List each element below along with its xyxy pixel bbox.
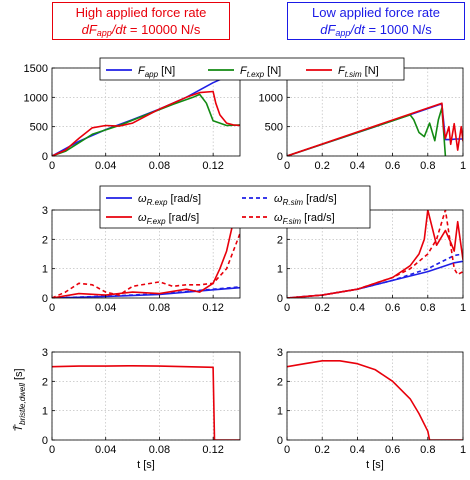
series-line [287,210,463,298]
plot-area [52,68,240,156]
x-tick-label: 0 [284,160,290,172]
x-tick-label: 0 [49,444,55,456]
legend-label: Fapp [N] [138,65,175,79]
x-axis-label: t [s] [366,459,384,471]
legend-label: Ft.exp [N] [240,65,281,79]
series-line [52,93,240,156]
y-tick-label: 2 [277,376,283,388]
x-tick-label: 0.4 [350,444,365,456]
x-tick-label: 1 [460,302,466,314]
axes-frame [286,351,464,441]
legend-label: ωF.sim [rad/s] [274,212,335,226]
x-tick-label: 0.4 [350,302,365,314]
x-tick-label: 0.12 [202,444,223,456]
y-tick-label: 1500 [24,63,48,75]
legend-label: Ft.sim [N] [338,65,379,79]
y-axis-label: T̄bristle,dwell [s] [12,368,27,431]
chart-dwell-high: 0 0.04 0.08 0.12 0 1 2 3 t [s] T̄bristle,dwell [s… [12,347,241,471]
x-tick-label: 0.08 [149,302,170,314]
x-tick-label: 0.8 [420,302,435,314]
series-line [52,210,240,298]
y-tick-label: 1 [42,264,48,276]
series-line [287,107,447,156]
x-tick-label: 0.6 [385,302,400,314]
y-tick-label: 2 [277,234,283,246]
legend-label: ωR.sim [rad/s] [274,193,337,207]
axes-frame [286,209,464,299]
series-line [287,102,463,156]
plot-area [287,352,463,440]
x-tick-label: 0 [284,302,290,314]
y-tick-label: 0 [42,435,48,447]
y-tick-label: 1000 [24,92,48,104]
x-tick-label: 0 [49,302,55,314]
y-tick-label: 0 [277,293,283,305]
y-tick-label: 1000 [259,92,283,104]
y-tick-label: 3 [42,347,48,359]
x-tick-label: 0.6 [385,160,400,172]
y-tick-label: 0 [277,435,283,447]
series-line [287,359,463,440]
series-line [52,233,240,298]
series-line [52,364,240,440]
legend-force: Fapp [N] Ft.exp [N] Ft.sim [N] [99,57,405,81]
x-tick-label: 0.4 [350,160,365,172]
x-axis-label: t [s] [137,459,155,471]
x-tick-label: 0.8 [420,160,435,172]
x-tick-label: 1 [460,444,466,456]
x-tick-label: 0.08 [149,160,170,172]
y-tick-label: 500 [265,122,283,134]
high-rate-header: High applied force rate dFapp/dt = 10000… [52,2,230,40]
x-tick-label: 0.2 [315,302,330,314]
y-tick-label: 1 [42,406,48,418]
y-tick-label: 0 [42,293,48,305]
high-rate-formula: dFapp/dt = 10000 N/s [81,22,201,38]
low-rate-header: Low applied force rate dFapp/dt = 1000 N… [287,2,465,40]
legend-omega: ωR.exp [rad/s] ωR.sim [rad/s] ωF.exp [rad/… [99,185,371,229]
x-tick-label: 0.8 [420,444,435,456]
axes-frame [51,351,241,441]
chart-dwell-low: 0 0.2 0.4 0.6 0.8 1 0 1 2 3 t [s] [277,347,466,471]
legend-box [99,185,371,229]
x-tick-label: 0.08 [149,444,170,456]
x-tick-label: 0.12 [202,160,223,172]
low-rate-title: Low applied force rate [312,5,440,20]
legend-label: ωF.exp [rad/s] [138,212,199,226]
y-tick-label: 2 [42,234,48,246]
legend-box [99,57,405,81]
x-tick-label: 0.2 [315,444,330,456]
x-tick-label: 1 [460,160,466,172]
y-tick-label: 1 [277,264,283,276]
high-rate-title: High applied force rate [75,5,207,20]
y-tick-label: 0 [42,151,48,163]
x-tick-label: 0.12 [202,302,223,314]
y-tick-label: 3 [277,347,283,359]
chart-force-low: 00.20.40.60.81050010001500 [259,63,467,172]
legend-label: ωR.exp [rad/s] [138,193,201,207]
x-tick-label: 0.04 [95,444,116,456]
y-tick-label: 2 [42,376,48,388]
x-tick-label: 0.04 [95,160,116,172]
series-line [52,90,240,156]
y-tick-label: 1 [277,406,283,418]
x-tick-label: 0 [49,160,55,172]
chart-force-high: 0 0.04 0.08 0.12 0 500 1000 1500 [24,63,241,172]
x-tick-label: 0.2 [315,160,330,172]
x-tick-label: 0.04 [95,302,116,314]
y-tick-label: 3 [42,205,48,217]
x-tick-label: 0 [284,444,290,456]
y-tick-label: 0 [277,151,283,163]
low-rate-formula: dFapp/dt = 1000 N/s [320,22,432,38]
y-tick-label: 500 [30,122,48,134]
x-tick-label: 0.6 [385,444,400,456]
plot-area [287,68,463,156]
